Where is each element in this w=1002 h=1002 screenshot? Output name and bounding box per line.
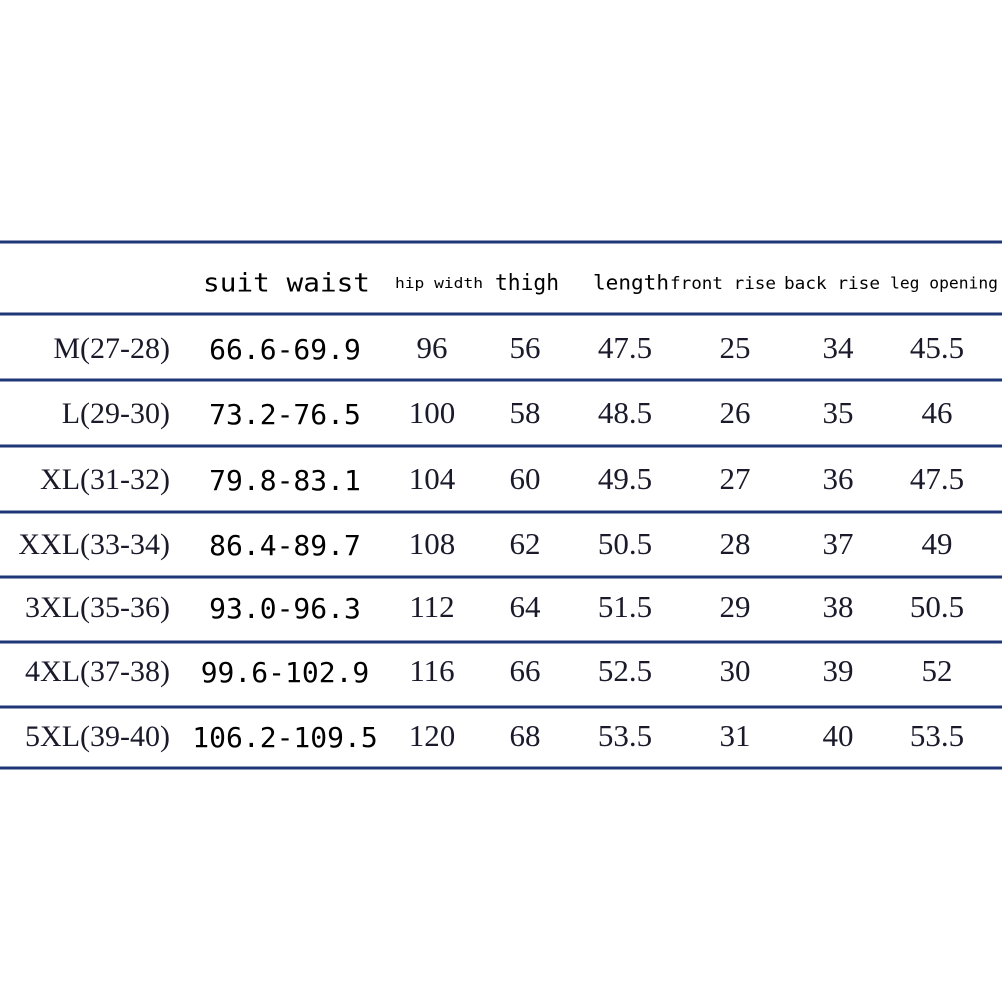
column-header: hip width (395, 276, 483, 292)
measurement-value: 56 (510, 330, 541, 365)
measurement-value: 104 (409, 461, 456, 496)
column-header: leg opening (890, 274, 998, 293)
measurement-value: 29 (720, 589, 751, 624)
size-label: 5XL(39-40) (25, 720, 170, 753)
size-label: L(29-30) (62, 397, 170, 430)
measurement-value: 64 (510, 589, 542, 624)
measurement-value: 52 (922, 653, 953, 688)
measurement-value: 120 (409, 718, 456, 753)
measurement-value: 60 (510, 461, 541, 496)
measurement-value: 35 (823, 395, 854, 430)
measurement-value: 34 (823, 330, 855, 365)
column-header: back rise (784, 274, 880, 294)
measurement-value: 46 (922, 395, 953, 430)
measurement-value: 50.5 (598, 526, 652, 561)
measurement-value: 31 (720, 718, 751, 753)
measurement-value: 49 (922, 526, 953, 561)
size-label: XL(31-32) (40, 463, 170, 496)
waist-value: 79.8-83.1 (209, 464, 361, 497)
measurement-value: 50.5 (910, 589, 964, 624)
column-header: front rise (670, 274, 776, 294)
measurement-value: 52.5 (598, 653, 652, 688)
waist-value: 106.2-109.5 (192, 721, 377, 754)
measurement-value: 96 (417, 330, 448, 365)
measurement-value: 39 (823, 653, 854, 688)
measurement-value: 48.5 (598, 395, 652, 430)
measurement-value: 25 (720, 330, 751, 365)
measurement-value: 38 (823, 589, 854, 624)
measurement-value: 66 (510, 653, 541, 688)
measurement-value: 53.5 (910, 718, 964, 753)
waist-value: 99.6-102.9 (201, 656, 370, 689)
waist-value: 93.0-96.3 (209, 592, 361, 625)
waist-value: 73.2-76.5 (209, 398, 361, 431)
measurement-value: 62 (510, 526, 541, 561)
waist-value: 86.4-89.7 (209, 529, 361, 562)
measurement-value: 36 (823, 461, 854, 496)
size-label: 4XL(37-38) (25, 655, 170, 688)
measurement-value: 47.5 (910, 461, 964, 496)
measurement-value: 58 (510, 395, 541, 430)
measurement-value: 40 (823, 718, 854, 753)
column-header: thigh (495, 271, 559, 296)
size-label: 3XL(35-36) (25, 591, 170, 624)
measurement-value: 27 (720, 461, 751, 496)
size-label: M(27-28) (53, 332, 170, 365)
size-label: XXL(33-34) (18, 528, 170, 561)
column-header: suit waist (203, 269, 370, 299)
measurement-value: 53.5 (598, 718, 652, 753)
measurement-value: 100 (409, 395, 456, 430)
measurement-value: 116 (409, 653, 454, 688)
measurement-value: 30 (720, 653, 751, 688)
measurement-value: 47.5 (598, 330, 652, 365)
measurement-value: 26 (720, 395, 751, 430)
measurement-value: 112 (409, 589, 454, 624)
measurement-value: 51.5 (598, 589, 652, 624)
column-header: length (593, 271, 669, 295)
measurement-value: 68 (510, 718, 541, 753)
measurement-value: 28 (720, 526, 751, 561)
waist-value: 66.6-69.9 (209, 333, 361, 366)
measurement-value: 45.5 (910, 330, 964, 365)
measurement-value: 108 (409, 526, 456, 561)
measurement-value: 37 (823, 526, 854, 561)
measurement-value: 49.5 (598, 461, 652, 496)
